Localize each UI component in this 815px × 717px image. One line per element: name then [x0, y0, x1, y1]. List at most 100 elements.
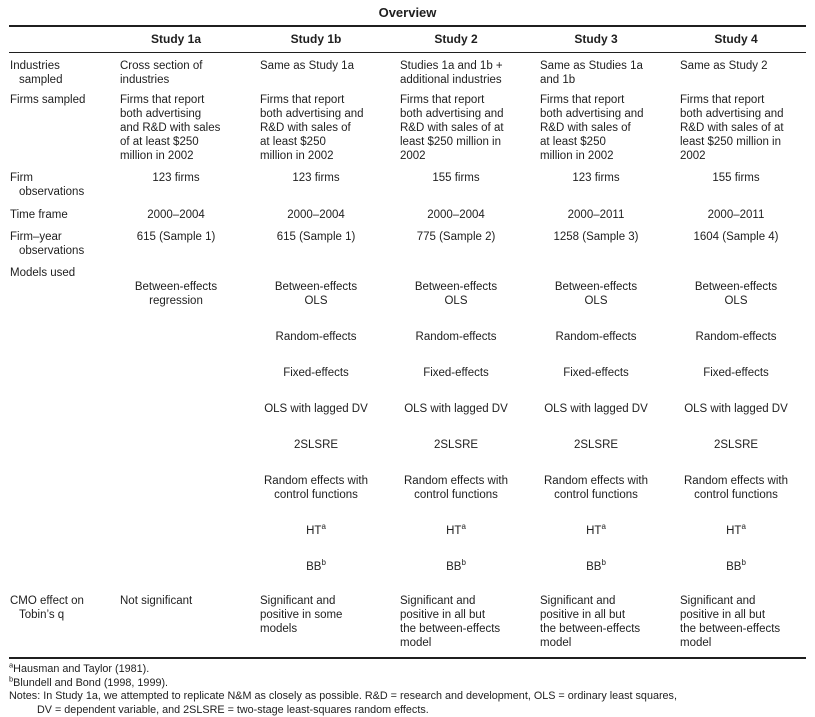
col-header-study-4: Study 4	[666, 26, 806, 53]
model-item: BBb	[670, 558, 802, 574]
cell-industries-study-3: Same as Studies 1a and 1b	[540, 60, 643, 86]
model-item: HTa	[390, 522, 522, 538]
row-label-firm-year-observations: Firm–year observations	[10, 231, 85, 257]
model-label: BB	[306, 561, 322, 573]
row-label-firm-observations: Firm observations	[10, 172, 85, 198]
footnote-marker-a: a	[321, 522, 326, 532]
row-industries-sampled: Industries sampled Cross section of indu…	[9, 53, 806, 88]
model-label: Random effects with control functions	[684, 475, 788, 501]
cell-firmyear-study-1b: 615 (Sample 1)	[276, 231, 356, 243]
footnote-marker-a: a	[741, 522, 746, 532]
model-item: OLS with lagged DV	[250, 402, 382, 416]
cell-models-study-2: Between-effects OLS Random-effects Fixed…	[386, 258, 526, 588]
model-item: Between-effects OLS	[530, 280, 662, 308]
corner-cell	[9, 26, 106, 53]
model-label: Random effects with control functions	[404, 475, 508, 501]
cell-time-study-2: 2000–2004	[427, 209, 485, 221]
overview-table: Study 1a Study 1b Study 2 Study 3 Study …	[9, 25, 806, 659]
model-label: OLS with lagged DV	[544, 403, 648, 415]
footnote-marker-b: b	[461, 558, 466, 568]
row-label-models-used: Models used	[10, 267, 76, 279]
cell-firmobs-study-1b: 123 firms	[292, 172, 340, 184]
model-label: Between-effects regression	[134, 281, 218, 307]
model-item: Random-effects	[250, 330, 382, 344]
model-item: Random effects with control functions	[670, 474, 802, 502]
model-item: Random effects with control functions	[530, 474, 662, 502]
table-footnotes: aHausman and Taylor (1981). bBlundell an…	[9, 659, 806, 717]
model-item: OLS with lagged DV	[390, 402, 522, 416]
model-item: Between-effects OLS	[390, 280, 522, 308]
model-item: 2SLSRE	[250, 438, 382, 452]
col-header-study-1a: Study 1a	[106, 26, 246, 53]
model-item: Between-effects OLS	[670, 280, 802, 308]
model-item: HTa	[530, 523, 662, 538]
row-firm-observations: Firm observations 123 firms 123 firms 15…	[9, 163, 806, 199]
model-label: Random-effects	[275, 331, 357, 343]
col-header-study-3: Study 3	[526, 26, 666, 53]
footnote-b: bBlundell and Bond (1998, 1999).	[9, 675, 806, 691]
model-label: Between-effects OLS	[694, 281, 778, 307]
row-label-industries-sampled: Industries sampled	[10, 60, 63, 86]
model-label: 2SLSRE	[433, 439, 479, 451]
col-header-study-1b: Study 1b	[246, 26, 386, 53]
model-label: Between-effects OLS	[554, 281, 638, 307]
model-label: 2SLSRE	[713, 439, 759, 451]
cell-models-study-1b: Between-effects OLS Random-effects Fixed…	[246, 258, 386, 588]
model-item: Random-effects	[390, 330, 522, 344]
cell-firmobs-study-4: 155 firms	[712, 172, 760, 184]
model-label: BB	[446, 561, 462, 573]
model-label: 2SLSRE	[573, 439, 619, 451]
cell-firms-study-2: Firms that report both advertising and R…	[400, 94, 504, 162]
cell-time-study-1b: 2000–2004	[287, 209, 345, 221]
cell-industries-study-4: Same as Study 2	[680, 60, 768, 72]
row-firms-sampled: Firms sampled Firms that report both adv…	[9, 87, 806, 163]
cell-industries-study-2: Studies 1a and 1b + additional industrie…	[400, 60, 503, 86]
model-label: Random effects with control functions	[544, 475, 648, 501]
footnote-marker-b: b	[741, 558, 746, 568]
model-item: Between-effects regression	[110, 280, 242, 308]
model-item: BBb	[530, 559, 662, 574]
model-label: HT	[306, 525, 322, 537]
model-item: Random-effects	[530, 330, 662, 344]
model-item: BBb	[390, 558, 522, 574]
header-row: Study 1a Study 1b Study 2 Study 3 Study …	[9, 26, 806, 53]
model-label: HT	[586, 525, 602, 537]
model-label: Between-effects OLS	[414, 281, 498, 307]
model-label: Between-effects OLS	[274, 281, 358, 307]
model-item: Between-effects OLS	[250, 280, 382, 308]
model-item: Random-effects	[670, 330, 802, 344]
cell-firms-study-3: Firms that report both advertising and R…	[540, 94, 644, 162]
cell-firmobs-study-1a: 123 firms	[152, 172, 200, 184]
cell-time-study-3: 2000–2011	[567, 209, 625, 221]
model-label: Random effects with control functions	[264, 475, 368, 501]
cell-firmobs-study-2: 155 firms	[432, 172, 480, 184]
cell-time-study-1a: 2000–2004	[147, 209, 205, 221]
cell-firmyear-study-2: 775 (Sample 2)	[416, 231, 496, 243]
model-label: Random-effects	[415, 331, 497, 343]
cell-industries-study-1b: Same as Study 1a	[260, 60, 354, 72]
col-header-study-2: Study 2	[386, 26, 526, 53]
footnote-a: aHausman and Taylor (1981).	[9, 661, 806, 677]
model-label: Fixed-effects	[563, 367, 629, 379]
row-time-frame: Time frame 2000–2004 2000–2004 2000–2004…	[9, 199, 806, 222]
cell-time-study-4: 2000–2011	[707, 209, 765, 221]
model-label: Fixed-effects	[283, 367, 349, 379]
model-item: OLS with lagged DV	[670, 402, 802, 416]
model-label: 2SLSRE	[293, 439, 339, 451]
table-notes: Notes: In Study 1a, we attempted to repl…	[9, 690, 677, 716]
model-item: 2SLSRE	[670, 438, 802, 452]
footnote-a-text: Hausman and Taylor (1981).	[13, 663, 150, 675]
cell-firmobs-study-3: 123 firms	[572, 172, 620, 184]
footnote-b-text: Blundell and Bond (1998, 1999).	[13, 676, 169, 689]
model-item: HTa	[670, 522, 802, 538]
footnote-marker-b: b	[321, 558, 326, 568]
model-label: BB	[726, 561, 742, 573]
model-item: 2SLSRE	[390, 438, 522, 452]
row-firm-year-observations: Firm–year observations 615 (Sample 1) 61…	[9, 222, 806, 258]
footnote-marker-a: a	[461, 522, 466, 532]
model-item: HTa	[250, 522, 382, 538]
model-item: Random effects with control functions	[390, 474, 522, 502]
model-item: Fixed-effects	[530, 366, 662, 380]
row-models-used: Models used Between-effects regression B…	[9, 258, 806, 588]
model-item: OLS with lagged DV	[530, 402, 662, 416]
